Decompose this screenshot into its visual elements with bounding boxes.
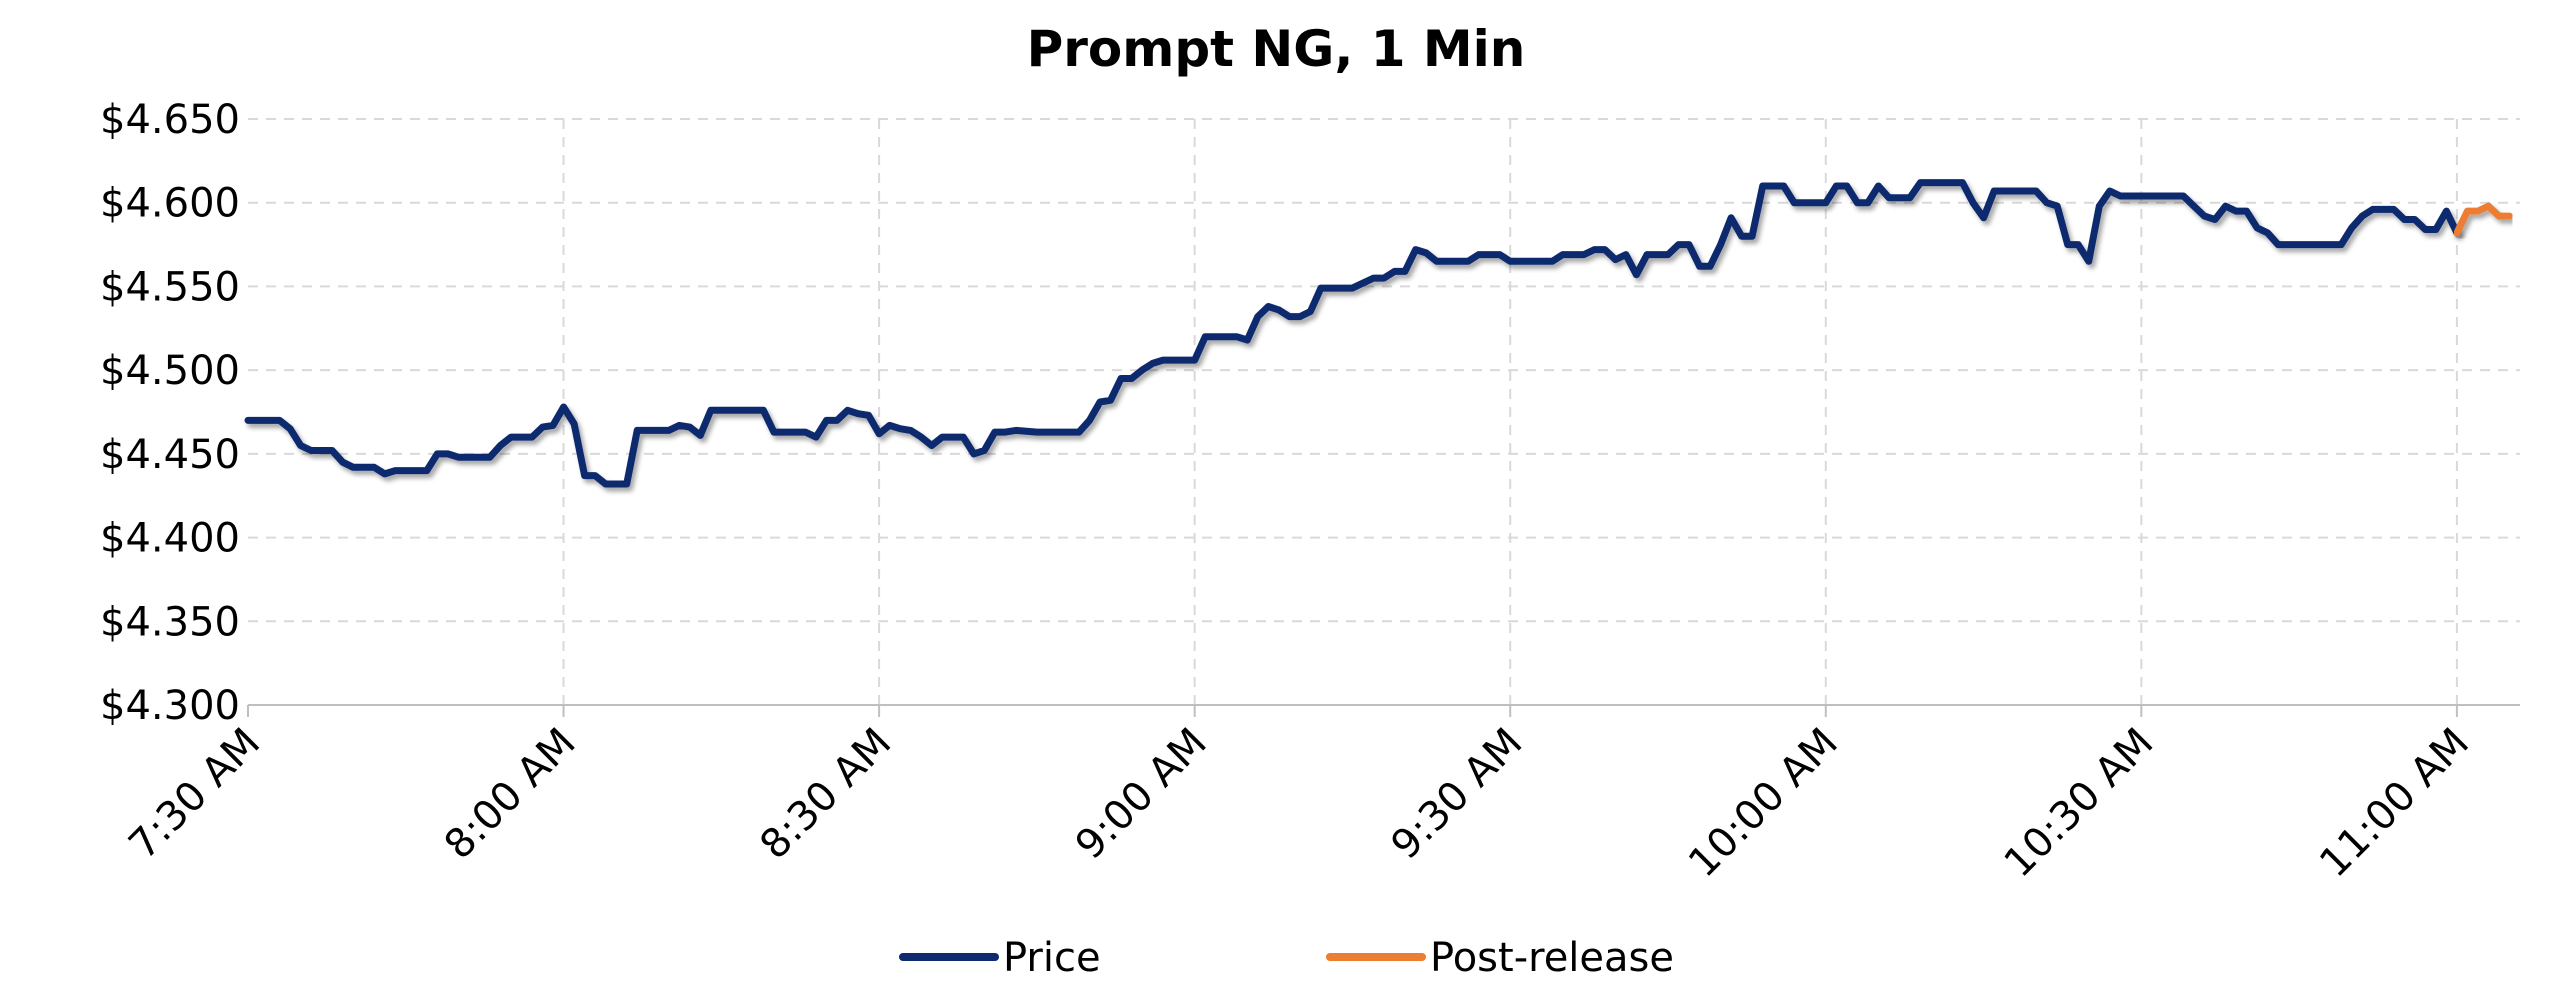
series-line-post-release xyxy=(2453,202,2513,237)
series-line-price xyxy=(244,179,2461,488)
legend: Price Post-release xyxy=(899,935,1674,981)
x-tick-label: 10:30 AM xyxy=(1996,720,2163,887)
x-tick-label: 10:00 AM xyxy=(1680,720,1847,887)
y-tick-label: $4.500 xyxy=(100,348,240,394)
x-tick-label: 11:00 AM xyxy=(2311,720,2478,887)
legend-label: Post-release xyxy=(1430,935,1674,981)
y-tick-label: $4.550 xyxy=(100,264,240,310)
x-tick-label: 9:30 AM xyxy=(1383,720,1532,869)
y-tick-label: $4.650 xyxy=(100,97,240,143)
chart-title: Prompt NG, 1 Min xyxy=(1027,20,1526,78)
y-tick-label: $4.350 xyxy=(100,599,240,645)
x-tick-label: 7:30 AM xyxy=(120,720,269,869)
legend-item: Price xyxy=(899,935,1101,981)
y-axis: $4.300 $4.350 $4.400 $4.450 $4.500 $4.550 $4.6… xyxy=(100,97,240,729)
legend-label: Price xyxy=(1003,935,1101,981)
y-tick-label: $4.450 xyxy=(100,432,240,478)
y-tick-label: $4.300 xyxy=(100,683,240,729)
x-tick-label: 8:00 AM xyxy=(436,720,585,869)
x-axis: 7:30 AM 8:00 AM 8:30 AM 9:00 AM 9:30 AM 10:00… xyxy=(120,704,2520,887)
series-lines xyxy=(244,179,2513,488)
grid xyxy=(248,118,2520,705)
x-tick-label: 8:30 AM xyxy=(751,720,900,869)
y-tick-label: $4.400 xyxy=(100,516,240,562)
y-tick-label: $4.600 xyxy=(100,181,240,227)
x-tick-label: 9:00 AM xyxy=(1067,720,1216,869)
legend-item: Post-release xyxy=(1326,935,1674,981)
